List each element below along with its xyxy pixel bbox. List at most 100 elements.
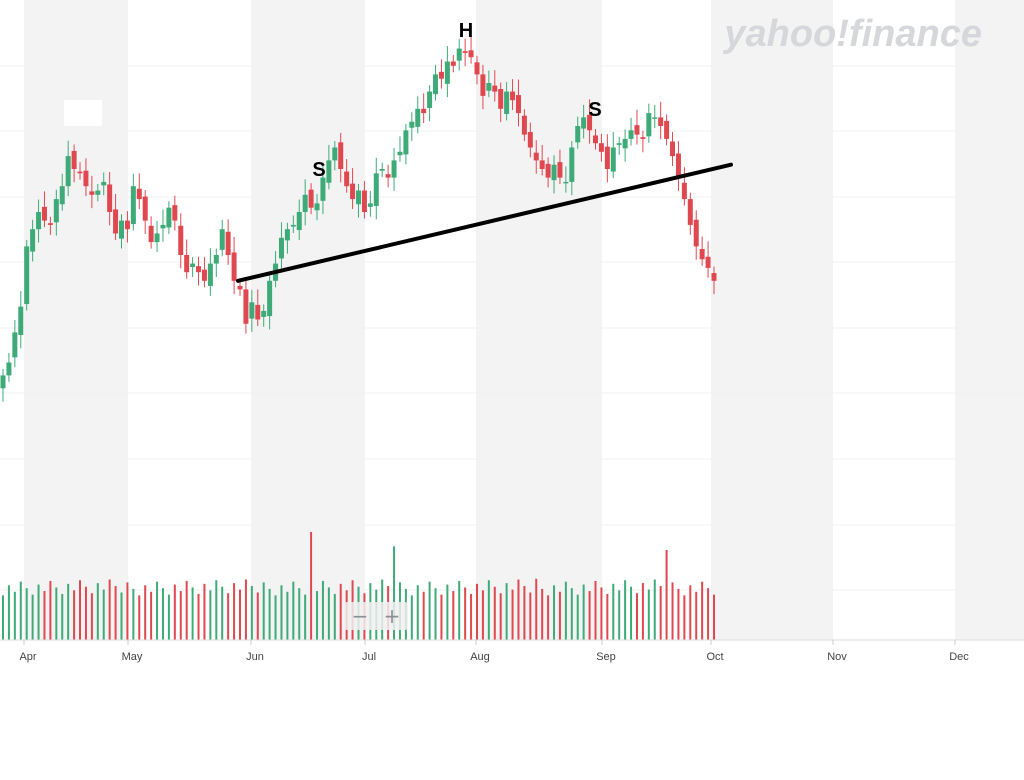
candle-body [101,181,107,186]
candle-body [504,91,510,114]
candle-body [166,207,172,228]
pattern-label-right-shoulder: S [588,99,601,121]
candle-body [130,186,136,225]
candle-body [628,130,634,139]
candle-body [278,237,284,259]
candle-body [36,212,42,230]
pattern-labels: S H S [312,20,601,181]
candle-body [427,91,433,108]
candle-body [0,375,6,389]
candle-body [95,190,101,195]
candle-body [492,85,498,92]
candle-body [604,146,610,169]
x-tick-label: Sep [596,651,616,663]
candle-body [675,153,681,178]
x-tick-label: Jun [246,651,264,663]
candle-body [438,71,444,79]
candle-body [498,89,504,109]
candle-body [41,206,47,221]
candle-body [196,266,202,273]
candle-body [59,186,65,205]
candle-body [670,141,676,157]
candle-body [113,209,119,234]
month-band [955,0,1024,640]
neckline-trendline [236,162,733,283]
candle-body [350,183,356,200]
candle-body [154,233,160,243]
candle-body [456,48,462,61]
candle-body [521,115,527,135]
candle-body [569,147,575,182]
candle-body [178,225,184,255]
candle-body [391,160,397,178]
candle-body [142,196,148,221]
candle-body [361,190,367,212]
x-tick-label: Nov [827,651,847,663]
month-band [251,0,365,640]
candle-body [320,177,326,201]
candle-body [77,171,83,174]
candle-body [450,61,456,66]
candle-body [261,310,267,317]
candle-body [326,160,332,183]
candle-body [563,181,569,184]
candle-body [527,132,533,148]
candle-body [136,188,142,200]
x-tick-label: Dec [949,651,969,663]
candle-body [296,212,302,231]
candle-body [284,229,290,241]
zoom-out-button[interactable]: − [351,604,369,628]
candle-body [480,74,486,96]
candle-body [249,302,255,319]
candle-body [652,117,658,119]
candle-body [634,125,640,135]
candle-body [539,160,545,169]
candle-body [243,289,249,324]
candle-body [367,203,373,207]
candle-body [705,256,711,268]
month-bands [24,0,1024,640]
candle-body [172,205,178,221]
x-axis-ticks: Apr May Jun Jul Aug Sep Oct Nov Dec [19,640,969,663]
candle-body [30,229,36,252]
candle-body [397,151,403,156]
candle-body [148,225,154,243]
candle-body [640,137,646,139]
month-band [711,0,833,640]
candle-body [24,246,30,305]
candle-body [593,135,598,144]
candle-body [403,130,409,155]
candle-body [47,223,53,225]
candle-body [6,362,12,376]
x-tick-label: Aug [470,651,490,663]
candle-body [107,184,113,212]
x-tick-label: Apr [19,651,36,663]
month-band [24,0,128,640]
candle-body [65,156,71,187]
candle-body [231,252,237,281]
candle-body [219,229,225,250]
gridlines [0,65,1024,591]
candle-body [711,273,717,281]
candle-body [314,203,320,211]
candle-body [119,220,124,239]
candle-body [646,113,652,137]
candle-body [190,263,196,268]
candle-body [687,199,693,225]
zoom-in-button[interactable]: + [383,604,401,628]
pattern-label-left-shoulder: S [312,159,325,181]
candle-body [83,170,89,187]
candle-body [124,220,130,230]
yahoo-finance-watermark: yahoo!finance [722,13,982,55]
candle-body [409,121,415,128]
pattern-label-head: H [459,20,473,42]
candle-body [616,143,622,145]
candle-body [468,50,474,58]
candle-body [338,142,344,169]
legend-box [64,100,102,126]
candle-body [385,174,391,178]
candle-body [658,117,664,126]
candle-body [53,199,59,223]
candle-body [225,231,231,255]
